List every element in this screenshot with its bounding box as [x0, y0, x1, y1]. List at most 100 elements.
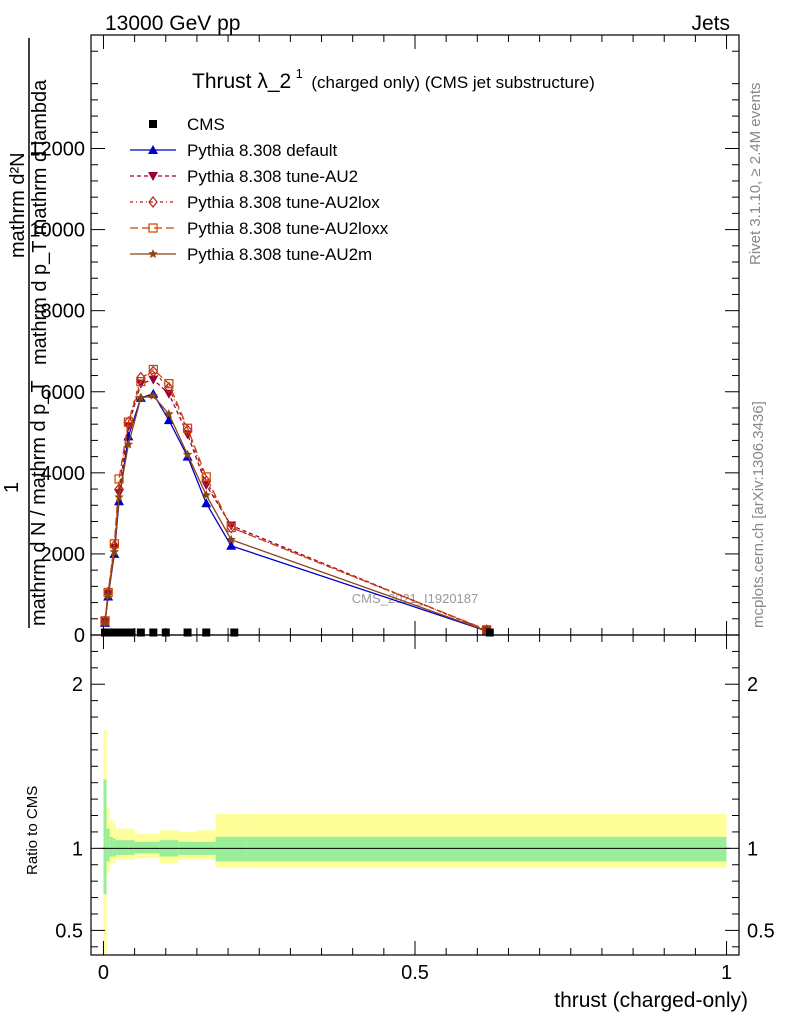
- ratio-ytick-label: 2: [72, 674, 83, 696]
- series-point: [123, 439, 134, 449]
- series-point: [114, 474, 124, 484]
- series-point: [226, 540, 237, 550]
- ratio-stat-band: [106, 828, 110, 862]
- series-point: [148, 364, 158, 375]
- series-line: [104, 395, 487, 632]
- cms-data-point: [161, 628, 170, 637]
- series-point: [226, 521, 236, 534]
- ratio-ylabel: Ratio to CMS: [24, 786, 41, 875]
- series-point: [163, 415, 174, 425]
- ylabel-frac-top: 1: [1, 482, 23, 493]
- series-point: [164, 409, 174, 419]
- series-point: [164, 381, 174, 394]
- main-ytick-label: 2000: [41, 544, 86, 566]
- legend-marker: [149, 120, 157, 128]
- series-point: [182, 449, 193, 459]
- cms-data-point: [485, 628, 494, 637]
- series-point: [123, 416, 134, 429]
- ylabel-line2: mathrm d p_T mathrm d lambda: [29, 79, 51, 365]
- watermark-label: CMS_2021_I1920187: [352, 591, 479, 606]
- ratio-stat-band: [134, 841, 148, 854]
- legend-marker: [148, 196, 158, 208]
- cms-data-point: [149, 628, 158, 637]
- cms-data-point: [136, 628, 145, 637]
- ratio-stat-band: [147, 841, 160, 854]
- ratio-xtick-label: 0.5: [401, 962, 429, 984]
- ratio-stat-band: [112, 838, 116, 857]
- ylabel-frac-bottom: mathrm d N / mathrm d p_T: [28, 380, 50, 626]
- ratio-stat-band: [122, 840, 129, 855]
- xaxis-label: thrust (charged-only): [554, 989, 748, 1012]
- series-point: [226, 534, 236, 544]
- series-point: [182, 423, 193, 433]
- main-ytick-label: 12000: [29, 139, 85, 161]
- series-point: [201, 490, 212, 500]
- series-point: [109, 546, 120, 556]
- series-point: [226, 522, 236, 533]
- ratio-stat-band: [215, 836, 247, 862]
- series-point: [201, 472, 211, 482]
- cms-data-point: [121, 628, 130, 637]
- rivet-label: Rivet 3.1.10, ≥ 2.4M events: [747, 83, 764, 266]
- legend: CMS Pythia 8.308 default Pythia 8.308 tune…: [130, 115, 389, 264]
- series-point: [100, 615, 110, 628]
- legend-label: Pythia 8.308 tune-AU2loxx: [187, 219, 389, 238]
- cms-data-point: [183, 628, 192, 637]
- series-line: [104, 368, 487, 631]
- chart-title: Thrust λ_2 1 (charged only) (CMS jet sub…: [192, 65, 595, 93]
- series-point: [164, 379, 174, 389]
- title-sup: 1: [296, 66, 303, 81]
- ratio-ytick-label: 1: [72, 838, 83, 860]
- legend-label: CMS: [187, 115, 225, 134]
- series-point: [136, 377, 146, 387]
- header-left-label: 13000 GeV pp: [105, 12, 240, 35]
- title-rest: (charged only) (CMS jet substructure): [311, 73, 594, 92]
- ratio-plot-frame: [90, 634, 740, 956]
- ratio-bands-layer: [103, 730, 727, 955]
- legend-label: Pythia 8.308 tune-AU2m: [187, 245, 372, 264]
- series-point: [136, 392, 146, 402]
- ratio-ytick-label: 0.5: [55, 920, 83, 942]
- cms-data-point: [202, 628, 211, 637]
- cms-data-point: [110, 628, 119, 637]
- main-ytick-label: 8000: [41, 301, 86, 323]
- main-ytick-label: 6000: [41, 382, 86, 404]
- cms-data-point: [230, 628, 239, 637]
- series-line: [104, 370, 487, 631]
- legend-marker: [148, 249, 158, 259]
- series-point: [100, 617, 110, 627]
- legend-marker: [148, 145, 158, 154]
- series-point: [163, 389, 174, 399]
- series-point: [148, 365, 159, 378]
- ratio-x-ticks: 0 0.5 1: [98, 635, 732, 984]
- ratio-stat-band: [115, 840, 123, 855]
- ratio-y-ticks: 0.5 0.5 1 1 2 2: [55, 650, 775, 948]
- main-ytick-label: 0: [74, 625, 85, 647]
- ratio-stat-band: [103, 779, 107, 895]
- ratio-stat-band: [128, 840, 135, 855]
- main-ytick-label: 10000: [29, 220, 85, 242]
- main-y-ticks: 0 2000 4000 6000 8000 10000 12000: [29, 50, 739, 647]
- mcplots-label: mcplots.cern.ch [arXiv:1306.3436]: [750, 401, 767, 628]
- ratio-xtick-label: 0: [98, 962, 109, 984]
- legend-label: Pythia 8.308 tune-AU2: [187, 167, 358, 186]
- series-point: [148, 375, 159, 385]
- main-ylabel: mathrm d²N mathrm d p_T mathrm d lambda …: [1, 38, 51, 628]
- series-point: [135, 379, 146, 389]
- main-ytick-label: 4000: [41, 463, 86, 485]
- legend-label: Pythia 8.308 tune-AU2lox: [187, 193, 380, 212]
- cms-data-point: [115, 628, 124, 637]
- cms-data-point: [127, 628, 136, 637]
- ratio-stat-band: [246, 836, 727, 862]
- series-point: [201, 498, 212, 508]
- ratio-ytick-label-right: 1: [747, 838, 758, 860]
- series-point: [103, 590, 113, 600]
- main-series-layer: [100, 364, 494, 637]
- legend-label: Pythia 8.308 default: [187, 141, 338, 160]
- series-point: [148, 390, 159, 400]
- series-point: [123, 417, 133, 427]
- series-point: [182, 424, 193, 437]
- ylabel-line1: mathrm d²N: [7, 152, 29, 258]
- legend-marker: [148, 172, 158, 181]
